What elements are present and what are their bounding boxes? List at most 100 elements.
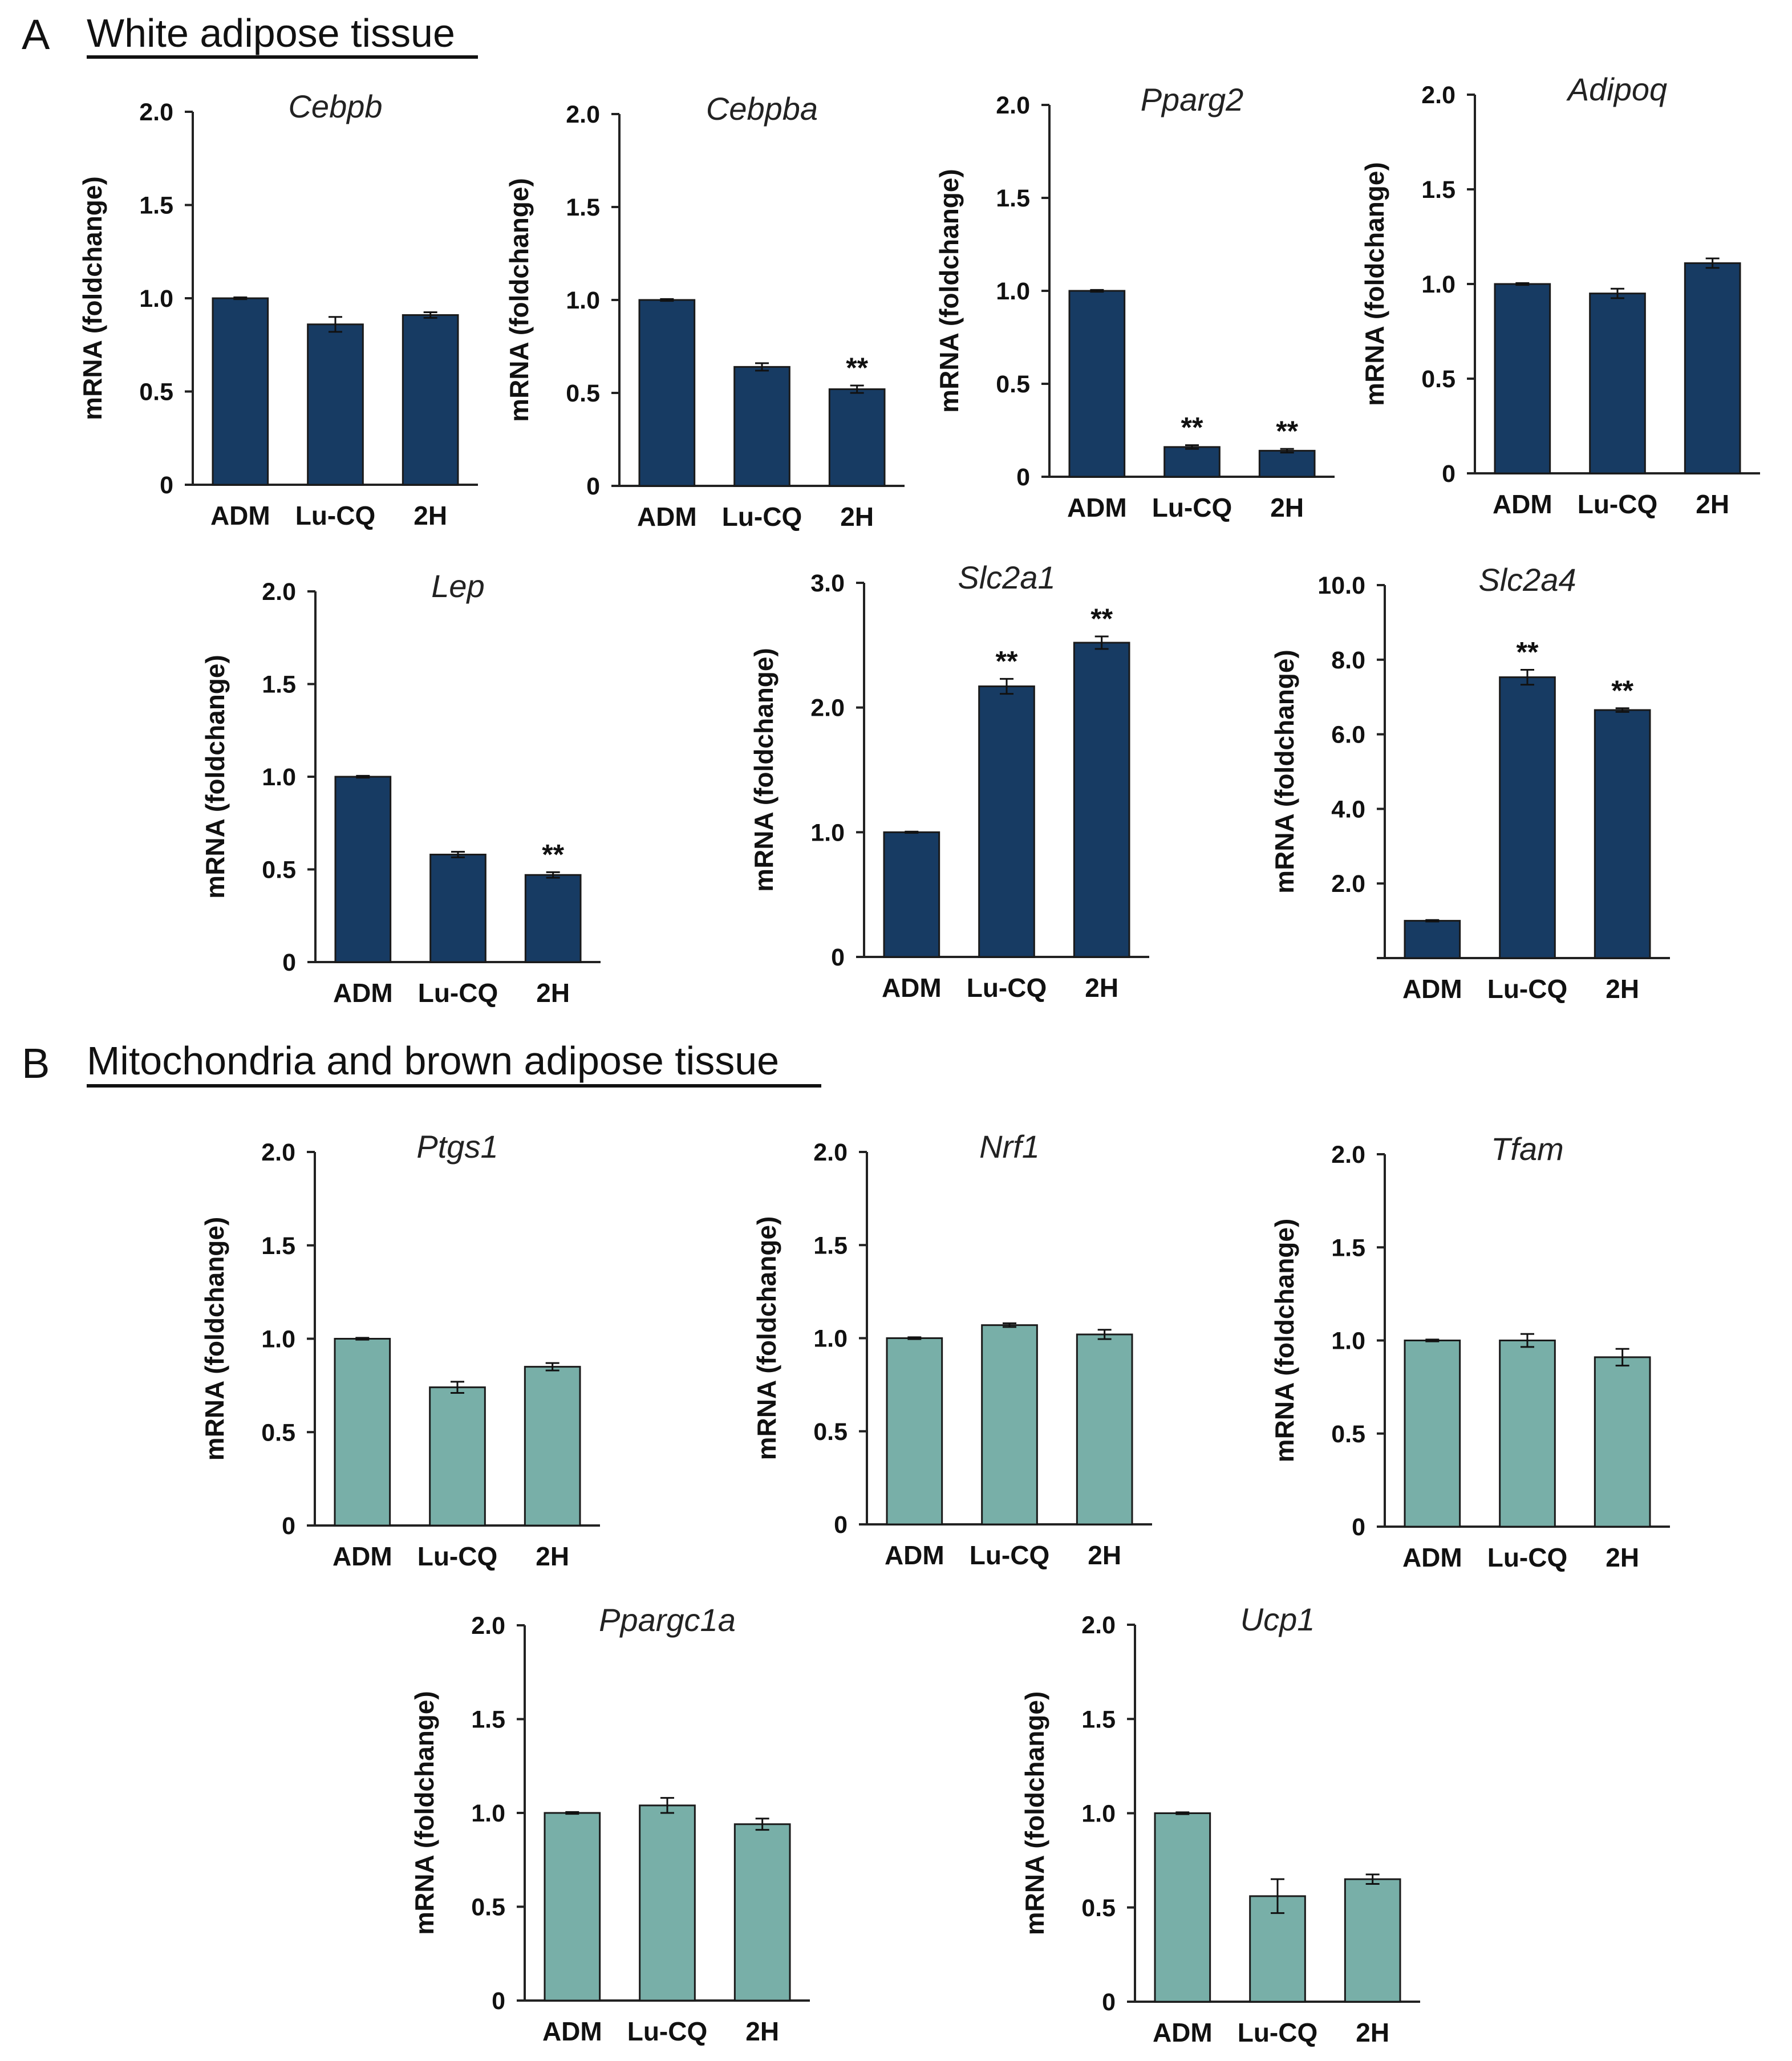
chart-title: Cebpba [706,91,818,127]
y-tick-label: 0.5 [261,1419,295,1446]
y-tick-label: 4.0 [1331,796,1365,823]
y-tick-label: 0 [831,944,845,971]
y-tick-label: 0.5 [566,380,600,407]
y-tick-label: 1.5 [813,1232,848,1259]
bar-2h [828,388,886,487]
x-category-label: ADM [885,1540,944,1570]
y-tick-label: 0 [282,1512,295,1540]
chart-title: Nrf1 [979,1129,1040,1165]
y-tick-label: 1.0 [262,764,296,791]
x-category-label: 2H [1696,489,1729,519]
bar-adm [334,1338,391,1527]
significance-marker: ** [996,645,1018,677]
significance-marker: ** [1517,636,1539,668]
y-axis-label: mRNA (foldchange) [749,648,779,892]
bar-adm [1068,290,1126,478]
chart-title: Slc2a1 [958,559,1055,595]
bar-2h [733,1823,791,2002]
x-category-label: ADM [637,502,697,532]
y-tick-label: 0.5 [1421,366,1456,393]
panel-title-b: Mitochondria and brown adipose tissue [87,1038,779,1083]
chart-title: Pparg2 [1141,82,1244,117]
y-tick-label: 1.5 [139,192,173,220]
y-tick-label: 1.0 [261,1326,295,1353]
x-category-label: 2H [1605,1543,1639,1572]
bar-2h [1594,1356,1651,1528]
chart-cebpba: Cebpba mRNA (foldchange) 0 0.5 1.0 1.5 2.0 ADM L… [504,91,905,532]
bar-lu-cq [1499,1340,1556,1528]
y-tick-label: 1.5 [566,194,600,221]
bar-2h [1073,642,1130,958]
bar-adm [1494,283,1551,474]
bar-adm [1404,1340,1461,1528]
y-tick-label: 2.0 [139,99,173,126]
chart-nrf1: Nrf1 mRNA (foldchange) 0 0.5 1.0 1.5 2.0 ADM Lu-… [752,1129,1152,1570]
x-category-label: ADM [1493,489,1552,519]
x-category-label: Lu-CQ [1487,1543,1568,1572]
y-tick-label: 1.0 [1421,271,1456,298]
y-tick-label: 1.0 [996,278,1030,305]
chart-title: Adipoq [1566,71,1667,107]
chart-title: Cebpb [288,88,382,124]
y-tick-label: 1.5 [1081,1706,1116,1733]
y-tick-label: 0 [1102,1989,1116,2016]
x-category-label: ADM [333,978,393,1008]
y-tick-label: 1.5 [471,1706,505,1734]
y-tick-label: 1.5 [1331,1234,1365,1261]
x-category-label: 2H [745,2017,779,2046]
x-category-label: Lu-CQ [1238,2018,1318,2047]
x-category-label: Lu-CQ [295,501,376,530]
y-tick-label: 1.0 [566,287,600,314]
bar-2h [1344,1878,1401,2003]
chart-title: Ptgs1 [416,1129,498,1165]
x-category-label: 2H [536,978,570,1008]
y-tick-label: 0.5 [1081,1894,1116,1922]
bar-lu-cq [981,1324,1038,1526]
x-category-label: ADM [333,1541,392,1571]
bar-adm [1154,1812,1211,2003]
x-category-label: 2H [536,1541,569,1571]
y-tick-label: 0.5 [471,1894,505,1921]
bar-lu-cq [307,323,364,486]
bar-2h [1258,449,1316,478]
x-category-label: Lu-CQ [418,978,498,1008]
y-axis-label: mRNA (foldchange) [504,178,534,422]
y-tick-label: 0.5 [139,379,173,406]
bar-adm [544,1812,601,2002]
y-tick-label: 2.0 [261,1139,295,1166]
y-axis-label: mRNA (foldchange) [200,1217,229,1461]
x-category-label: ADM [1402,974,1462,1004]
bar-2h [402,314,459,486]
y-tick-label: 2.0 [1331,870,1365,898]
bar-2h [1684,262,1741,474]
y-tick-label: 6.0 [1331,721,1365,749]
significance-marker: ** [542,838,564,870]
y-tick-label: 1.5 [996,185,1030,212]
bar-2h [1594,709,1651,959]
x-category-label: 2H [1270,493,1304,522]
x-category-label: 2H [1356,2018,1389,2047]
y-tick-label: 2.0 [813,1139,848,1166]
x-category-label: ADM [542,2017,602,2046]
y-tick-label: 2.0 [471,1612,505,1640]
y-tick-label: 0 [492,1987,505,2015]
y-tick-label: 1.0 [813,1325,848,1353]
y-tick-label: 8.0 [1331,647,1365,674]
chart-title: Ppargc1a [599,1602,736,1638]
y-tick-label: 2.0 [996,92,1030,119]
panel-title-a: White adipose tissue [87,11,455,55]
y-tick-label: 2.0 [1421,82,1456,109]
y-axis-label: mRNA (foldchange) [78,176,107,420]
y-tick-label: 10.0 [1317,572,1365,599]
y-tick-label: 2.0 [262,578,296,606]
bar-adm [886,1337,943,1526]
bar-lu-cq [429,1386,486,1527]
significance-marker: ** [1181,412,1203,444]
bar-adm [1404,920,1461,959]
chart-cebpb: Cebpb mRNA (foldchange) 0 0.5 1.0 1.5 2.0 ADM Lu… [78,88,478,530]
y-axis-label: mRNA (foldchange) [1360,162,1389,406]
bar-adm [212,297,269,486]
chart-title: Tfam [1491,1131,1564,1167]
significance-marker: ** [1090,603,1113,635]
